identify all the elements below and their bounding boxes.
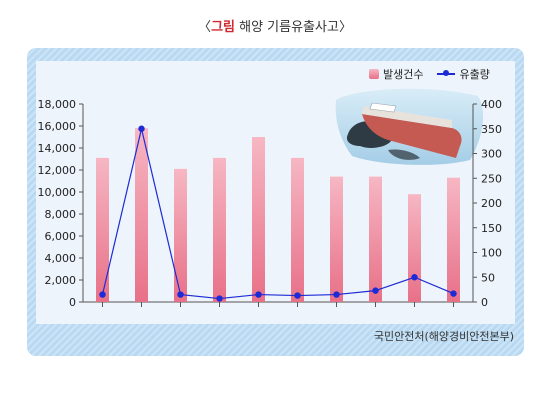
- source-note: 국민안전처(해양경비안전본부): [373, 330, 514, 343]
- y-left-tick-label: 4,000: [45, 252, 77, 265]
- legend-line-swatch: [437, 69, 456, 79]
- oil-spill-illustration: [335, 88, 484, 165]
- bar: [369, 176, 382, 302]
- legend-bar-swatch: [369, 69, 379, 79]
- y-right-tick-label: 150: [481, 222, 502, 235]
- bar: [330, 176, 343, 302]
- bar: [291, 157, 304, 302]
- figure-title: 〈그림 해양 기름유출사고〉: [0, 16, 550, 35]
- y-left-tick-label: 8,000: [45, 208, 77, 221]
- line-point: [450, 290, 457, 297]
- y-left-tick-label: 2,000: [45, 274, 77, 287]
- line-series: [99, 125, 457, 302]
- line-point: [255, 291, 262, 298]
- bar: [213, 157, 226, 302]
- bar: [408, 194, 421, 302]
- y-left-tick-label: 16,000: [38, 120, 77, 133]
- legend: 발생건수 유출량: [369, 66, 490, 82]
- bar: [174, 168, 187, 302]
- y-right-tick-label: 200: [481, 197, 502, 210]
- line-point: [177, 291, 184, 298]
- bar-series: [96, 128, 460, 302]
- bar: [96, 157, 109, 302]
- line-point: [411, 274, 418, 281]
- y-right-tick-label: 350: [481, 123, 502, 136]
- y-left-tick-label: 18,000: [38, 98, 77, 111]
- bar: [447, 177, 460, 302]
- line-point: [294, 292, 301, 299]
- line-point: [216, 295, 223, 302]
- title-open-bracket: 〈: [198, 20, 212, 35]
- y-right-tick-label: 0: [481, 296, 488, 309]
- series-line-outflow: [101, 128, 454, 300]
- y-right-tick-label: 250: [481, 172, 502, 185]
- legend-label-bars: 발생건수: [383, 68, 424, 81]
- y-left-tick-label: 10,000: [38, 186, 77, 199]
- y-left-tick-label: 14,000: [38, 142, 77, 155]
- y-left-tick-label: 6,000: [45, 230, 77, 243]
- y-right-tick-label: 50: [481, 271, 495, 284]
- y-left-tick-label: 0: [69, 296, 76, 309]
- chart-axes: 0 2,000 4,000 6,000 8,000 10,000 12,000 14,000 1…: [38, 98, 503, 309]
- legend-label-line: 유출량: [459, 68, 490, 81]
- y-right-tick-label: 100: [481, 247, 502, 260]
- y-right-tick-label: 300: [481, 148, 502, 161]
- title-highlight: 그림: [211, 20, 235, 35]
- title-text: 해양 기름유출사고: [239, 20, 339, 35]
- y-left-tick-label: 12,000: [38, 164, 77, 177]
- line-point: [99, 291, 106, 298]
- bar: [252, 137, 265, 302]
- y-right-tick-label: 400: [481, 98, 502, 111]
- bar: [135, 128, 148, 302]
- line-point: [138, 125, 145, 132]
- title-close-bracket: 〉: [338, 20, 352, 35]
- line-point: [372, 287, 379, 294]
- line-point: [333, 291, 340, 298]
